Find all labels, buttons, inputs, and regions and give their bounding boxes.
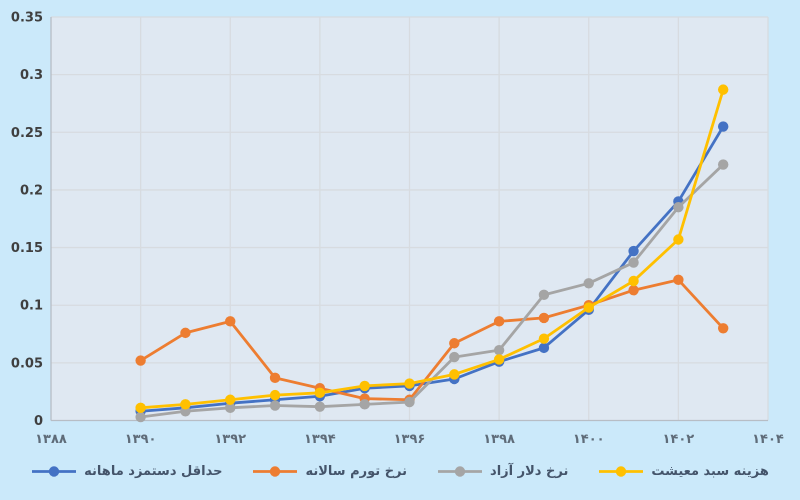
x-axis-tick-label: ۱۳۹۰ bbox=[125, 432, 157, 447]
legend-item-label: حداقل دستمزد ماهانه bbox=[84, 463, 223, 479]
series-point-basket bbox=[359, 380, 370, 392]
series-point-basket bbox=[538, 333, 550, 344]
legend-item-inflation: نرخ تورم سالانه bbox=[252, 464, 407, 479]
series-point-min-wage bbox=[538, 342, 550, 354]
series-point-dollar bbox=[673, 202, 684, 213]
series-point-basket bbox=[628, 275, 639, 287]
series-point-basket bbox=[180, 399, 191, 410]
x-axis-tick-label: ۱۳۹۶ bbox=[394, 432, 426, 447]
legend-line-marker-icon bbox=[438, 465, 483, 477]
series-line-min-wage bbox=[139, 125, 725, 413]
legend-item-dollar: نرخ دلار آزاد bbox=[437, 464, 568, 479]
y-axis-tick-label: 0.35 bbox=[11, 11, 43, 26]
y-axis-tick-label: 0.25 bbox=[11, 126, 43, 141]
x-axis-tick-label: ۱۳۹۴ bbox=[304, 432, 336, 447]
series-point-inflation bbox=[449, 338, 460, 349]
x-axis-tick-label: ۱۳۹۸ bbox=[483, 432, 515, 447]
legend-item-label: هزینه سبد معیشت bbox=[651, 463, 769, 479]
series-point-inflation bbox=[180, 327, 191, 339]
chart-legend: حداقل دستمزد ماهانه نرخ تورم سالانه نرخ دل… bbox=[0, 456, 800, 486]
series-point-inflation bbox=[628, 285, 639, 296]
series-point-dollar bbox=[449, 351, 460, 363]
series-point-dollar bbox=[135, 411, 146, 423]
y-axis-tick-label: 0 bbox=[34, 414, 43, 429]
series-point-inflation bbox=[673, 274, 684, 286]
x-axis-tick-label: ۱۳۹۲ bbox=[214, 432, 246, 447]
series-point-basket bbox=[135, 402, 146, 414]
x-axis-tick-label: ۱۴۰۴ bbox=[752, 432, 784, 447]
series-point-dollar bbox=[404, 396, 415, 408]
x-axis-tick-label: ۱۴۰۰ bbox=[573, 432, 605, 447]
series-point-inflation bbox=[269, 372, 281, 384]
legend-line-marker-icon bbox=[253, 465, 298, 477]
y-axis-tick-label: 0.3 bbox=[20, 68, 43, 83]
series-point-basket bbox=[404, 378, 415, 389]
series-point-dollar bbox=[225, 402, 236, 414]
legend-item-basket: هزینه سبد معیشت bbox=[598, 464, 769, 479]
series-point-basket bbox=[493, 354, 505, 365]
y-axis-tick-label: 0.2 bbox=[20, 183, 43, 198]
series-point-basket bbox=[673, 234, 684, 245]
legend-item-min-wage: حداقل دستمزد ماهانه bbox=[31, 464, 222, 479]
y-axis-tick-label: 0.1 bbox=[20, 299, 43, 314]
legend-line-marker-icon bbox=[32, 465, 77, 477]
y-axis-tick-label: 0.15 bbox=[11, 241, 43, 256]
series-line-basket bbox=[139, 88, 725, 410]
series-point-inflation bbox=[493, 316, 505, 327]
series-point-inflation bbox=[225, 316, 236, 327]
series-point-inflation bbox=[717, 323, 729, 334]
series-point-basket bbox=[314, 387, 326, 399]
series-point-inflation bbox=[538, 312, 550, 324]
series-point-basket bbox=[717, 84, 729, 95]
legend-line-marker-icon bbox=[599, 465, 644, 477]
series-line-inflation bbox=[139, 278, 725, 402]
series-point-inflation bbox=[135, 355, 146, 366]
series-point-basket bbox=[225, 394, 236, 405]
series-point-basket bbox=[583, 302, 594, 313]
series-point-dollar bbox=[314, 401, 326, 412]
series-point-min-wage bbox=[717, 121, 729, 132]
series-point-dollar bbox=[717, 159, 729, 170]
series-point-dollar bbox=[359, 399, 370, 410]
series-point-dollar bbox=[493, 344, 505, 356]
series-point-basket bbox=[449, 369, 460, 380]
series-point-dollar bbox=[583, 278, 594, 289]
legend-item-label: نرخ دلار آزاد bbox=[490, 463, 569, 479]
legend-item-label: نرخ تورم سالانه bbox=[305, 463, 408, 479]
series-point-dollar bbox=[269, 400, 281, 411]
series-point-min-wage bbox=[628, 245, 639, 257]
x-axis-tick-label: ۱۳۸۸ bbox=[35, 432, 67, 447]
series-point-dollar bbox=[538, 289, 550, 301]
series-point-basket bbox=[269, 389, 281, 401]
y-axis-tick-label: 0.05 bbox=[11, 356, 43, 371]
series-point-dollar bbox=[628, 257, 639, 268]
x-axis-tick-label: ۱۴۰۲ bbox=[663, 432, 695, 447]
